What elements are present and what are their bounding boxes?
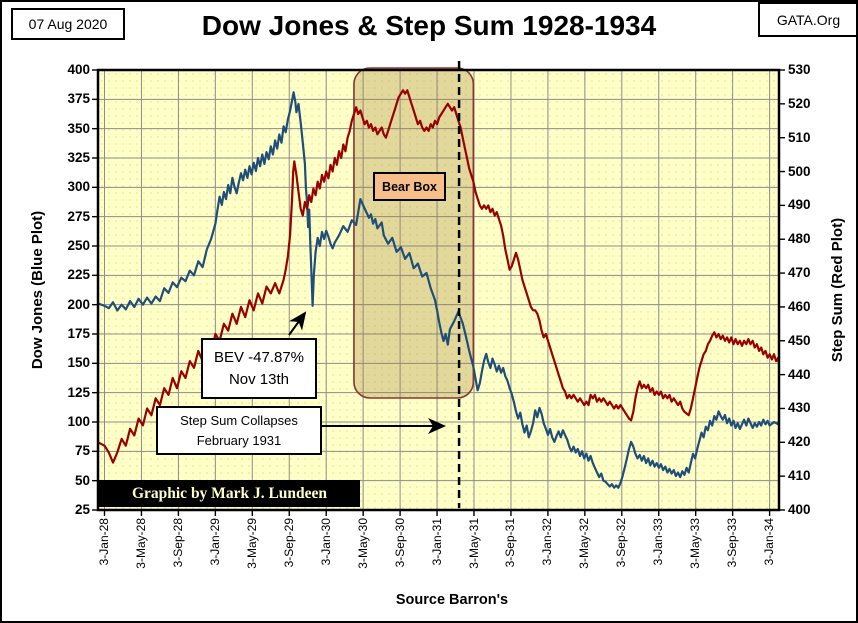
- plot-border: [96, 68, 781, 512]
- x-axis-tick-label: 3-Sep-28: [170, 518, 185, 568]
- credit-bar-text: Graphic by Mark J. Lundeen: [131, 484, 328, 502]
- left-axis-tick-label: 100: [67, 414, 90, 429]
- x-axis-tick-label: 3-May-33: [688, 518, 703, 569]
- series-line-dow-jones: [97, 91, 780, 489]
- right-axis-tick-label: 520: [788, 95, 811, 111]
- step-sum-collapse-line2: February 1931: [196, 432, 282, 448]
- bev-annotation-line1: BEV -47.87%: [213, 348, 305, 366]
- right-axis-tick-label: 410: [788, 468, 811, 484]
- left-axis-tick-label: 375: [67, 91, 90, 107]
- x-axis-tick-label: 3-May-31: [466, 518, 481, 569]
- left-axis-tick-label: 350: [67, 120, 90, 136]
- bear-box-overlay: [353, 67, 475, 399]
- x-axis-tick-label: 3-Sep-31: [503, 518, 518, 568]
- x-axis-tick-label: 3-Sep-30: [392, 518, 407, 568]
- date-badge-text: 07 Aug 2020: [28, 16, 108, 32]
- bev-annotation-line2: Nov 13th: [228, 370, 290, 388]
- x-axis-tick-label: 3-Jan-29: [207, 518, 222, 566]
- gata-org-badge-text: GATA.Org: [776, 11, 841, 28]
- right-axis-tick-label: 400: [788, 502, 811, 517]
- left-axis-tick-label: 75: [74, 443, 90, 459]
- left-axis-tick-label: 225: [67, 267, 90, 283]
- series-line-step-sum: [97, 89, 780, 464]
- right-axis-tick-label: 500: [788, 163, 811, 179]
- step-sum-collapse-annotation-box: Step Sum Collapses February 1931: [156, 406, 322, 455]
- x-axis-tick-label: 3-May-30: [355, 518, 370, 569]
- right-axis-tick-label: 420: [788, 434, 811, 450]
- left-axis-tick-label: 25: [74, 502, 90, 517]
- x-axis-tick-label: 3-Jan-34: [762, 518, 777, 566]
- left-axis-tick-label: 300: [67, 179, 90, 195]
- bear-box-label-text: Bear Box: [382, 179, 437, 194]
- left-axis-tick-label: 200: [67, 296, 90, 312]
- x-axis-tick-label: 3-Sep-32: [614, 518, 629, 568]
- x-axis-tick-label: 3-Sep-33: [725, 518, 740, 568]
- x-axis-tick-label: 3-Sep-29: [281, 518, 296, 568]
- x-axis-tick-label: 3-Jan-28: [97, 518, 111, 566]
- x-axis-tick-label: 3-Jan-32: [540, 518, 555, 566]
- right-axis-tick-label: 460: [788, 298, 811, 314]
- left-axis-tick-label: 50: [74, 472, 90, 488]
- x-axis-tick-label: 3-Jan-30: [318, 518, 333, 566]
- chart-title: Dow Jones & Step Sum 1928-1934: [201, 10, 657, 41]
- bear-box-label: Bear Box: [373, 172, 446, 201]
- right-axis-tick-label: 450: [788, 332, 811, 348]
- right-axis-tick-label: 510: [788, 129, 811, 145]
- step-sum-collapse-line1: Step Sum Collapses: [180, 413, 298, 428]
- bev-annotation-box: BEV -47.87% Nov 13th: [201, 338, 317, 399]
- right-axis-tick-label: 480: [788, 231, 811, 247]
- x-axis-tick-label: 3-Jan-31: [429, 518, 444, 566]
- left-axis-tick-label: 400: [67, 62, 90, 77]
- right-axis-tick-label: 530: [788, 62, 811, 77]
- left-axis-tick-label: 150: [67, 355, 90, 371]
- bev-annotation-arrow: [288, 311, 307, 336]
- x-axis-tick-label: 3-May-32: [577, 518, 592, 569]
- right-axis-tick-label: 470: [788, 265, 811, 281]
- gata-org-badge: GATA.Org: [758, 2, 856, 37]
- left-axis-tick-label: 325: [67, 150, 90, 165]
- left-axis-tick-label: 125: [67, 384, 90, 400]
- x-axis-tick-label: 3-Jan-33: [651, 518, 666, 566]
- right-axis-tick-label: 430: [788, 400, 811, 416]
- x-axis-tick-label: 3-May-29: [244, 518, 259, 569]
- left-axis-tick-label: 250: [67, 238, 90, 253]
- x-axis-title: Source Barron's: [395, 592, 509, 608]
- right-axis-tick-label: 490: [788, 197, 811, 213]
- credit-bar: Graphic by Mark J. Lundeen: [99, 480, 360, 507]
- date-badge: 07 Aug 2020: [11, 8, 125, 40]
- right-axis-tick-label: 440: [788, 366, 811, 382]
- x-axis-tick-label: 3-May-28: [133, 518, 148, 569]
- left-axis-tick-label: 275: [67, 208, 90, 224]
- left-axis-title: Dow Jones (Blue Plot): [29, 210, 46, 370]
- left-axis-tick-label: 175: [67, 326, 90, 341]
